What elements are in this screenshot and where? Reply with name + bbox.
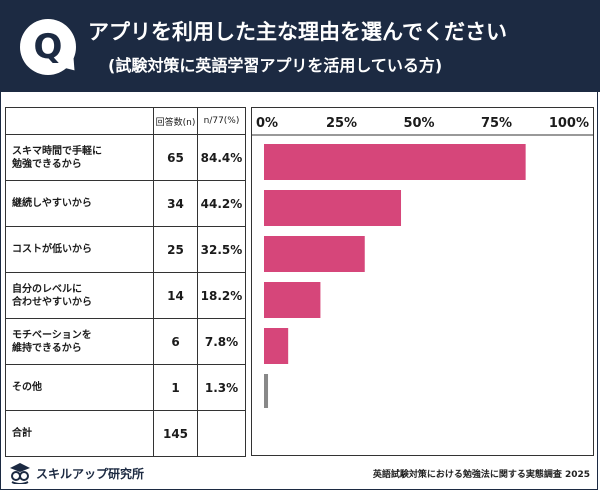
chart-box: 0% 25% 50% 75% 100% xyxy=(251,107,594,456)
reason-label-line: 勉強できるから xyxy=(12,158,82,170)
bar xyxy=(264,190,402,226)
reason-percent: 32.5% xyxy=(197,226,246,273)
header-blank xyxy=(5,107,154,135)
reason-percent: 84.4% xyxy=(197,134,246,181)
header-count: 回答数(n) xyxy=(153,107,198,135)
x-tick-label: 50% xyxy=(403,116,434,131)
reason-count: 6 xyxy=(153,318,198,365)
reason-label-line: コストが低いから xyxy=(12,244,92,255)
table-row: スキマ時間で手軽に 勉強できるから 65 84.4% xyxy=(5,134,246,181)
reason-count: 14 xyxy=(153,272,198,319)
total-count: 145 xyxy=(153,410,198,457)
reason-count: 1 xyxy=(153,364,198,411)
table-row: 自分のレベルに 合わせやすいから 14 18.2% xyxy=(5,272,246,319)
total-blank xyxy=(197,410,246,457)
question-title: アプリを利用した主な理由を選んでください xyxy=(88,20,507,44)
table-row: その他 1 1.3% xyxy=(5,364,246,411)
brand-name: スキルアップ研究所 xyxy=(36,466,145,481)
header-banner: Q アプリを利用した主な理由を選んでください (試験対策に英語学習アプリを活用し… xyxy=(0,0,600,92)
question-mark: Q xyxy=(33,27,63,67)
reason-label-line: その他 xyxy=(12,382,42,393)
x-tick-label: 75% xyxy=(481,116,512,131)
question-badge: Q xyxy=(20,19,76,75)
bar-chart: 0% 25% 50% 75% 100% xyxy=(252,116,593,408)
bar xyxy=(264,374,269,408)
reason-label-line: 継続しやすいから xyxy=(12,198,92,209)
reason-label-line: 自分のレベルに xyxy=(12,283,82,295)
reason-label: コストが低いから xyxy=(5,226,154,273)
bar xyxy=(264,328,289,364)
reason-count: 65 xyxy=(153,134,198,181)
table-row: モチベーションを 維持できるから 6 7.8% xyxy=(5,318,246,365)
answer-table: 回答数(n) n/77(%) スキマ時間で手軽に 勉強できるから 65 84.4% 継続… xyxy=(5,107,246,457)
x-tick-label: 100% xyxy=(549,116,589,131)
table-row: コストが低いから 25 32.5% xyxy=(5,226,246,273)
total-row: 合計 145 xyxy=(5,410,246,457)
bar xyxy=(264,282,321,318)
question-subtitle: (試験対策に英語学習アプリを活用している方) xyxy=(108,56,443,75)
bar xyxy=(264,236,365,272)
reason-label-line: 合わせやすいから xyxy=(12,296,92,308)
reason-percent: 44.2% xyxy=(197,180,246,227)
reason-count: 34 xyxy=(153,180,198,227)
x-tick-label: 0% xyxy=(256,116,278,131)
reason-label-line: モチベーションを xyxy=(12,329,92,341)
reason-percent: 7.8% xyxy=(197,318,246,365)
reason-percent: 18.2% xyxy=(197,272,246,319)
table-row: 継続しやすいから 34 44.2% xyxy=(5,180,246,227)
reason-percent: 1.3% xyxy=(197,364,246,411)
reason-count: 25 xyxy=(153,226,198,273)
table-header-row: 回答数(n) n/77(%) xyxy=(5,107,246,135)
source-note: 英語試験対策における勉強法に関する実態調査 2025 xyxy=(372,470,590,480)
reason-label: モチベーションを 維持できるから xyxy=(5,318,154,365)
reason-label-line: 維持できるから xyxy=(12,342,82,354)
bar xyxy=(264,144,526,180)
reason-label: その他 xyxy=(5,364,154,411)
owl-logo-icon xyxy=(10,463,30,484)
x-tick-label: 25% xyxy=(326,116,357,131)
reason-label-line: スキマ時間で手軽に xyxy=(12,145,102,157)
reason-label: スキマ時間で手軽に 勉強できるから xyxy=(5,134,154,181)
reason-label: 自分のレベルに 合わせやすいから xyxy=(5,272,154,319)
brand-logo: スキルアップ研究所 xyxy=(8,462,144,484)
reason-label: 継続しやすいから xyxy=(5,180,154,227)
total-label: 合計 xyxy=(5,410,154,457)
header-percent: n/77(%) xyxy=(197,107,246,135)
